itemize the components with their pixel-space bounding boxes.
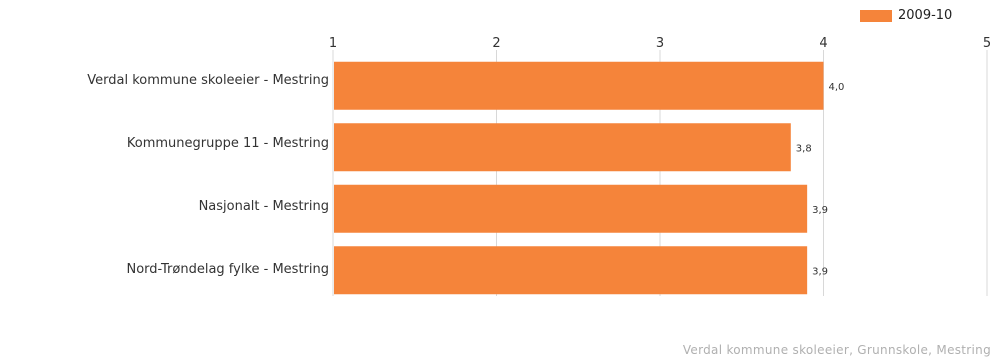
- category-label: Nord-Trøndelag fylke - Mestring: [126, 262, 329, 277]
- data-label: 4,0: [829, 82, 845, 93]
- category-label: Verdal kommune skoleeier - Mestring: [87, 73, 329, 88]
- data-label: 3,9: [812, 205, 828, 216]
- bar: [334, 246, 808, 295]
- legend-swatch: [860, 9, 892, 22]
- data-label: 3,8: [796, 143, 812, 154]
- data-label: 3,9: [812, 266, 828, 277]
- legend: 2009-10: [860, 8, 952, 23]
- category-label: Kommunegruppe 11 - Mestring: [126, 136, 329, 151]
- x-tick-label: 4: [819, 36, 827, 51]
- x-tick-label: 3: [656, 36, 664, 51]
- category-label: Nasjonalt - Mestring: [198, 199, 329, 214]
- chart-footer: Verdal kommune skoleeier, Grunnskole, Me…: [682, 343, 991, 357]
- legend-label: 2009-10: [898, 8, 953, 23]
- bar: [334, 184, 808, 233]
- bar: [334, 123, 791, 172]
- x-tick-label: 2: [492, 36, 500, 51]
- bar: [334, 61, 824, 110]
- x-tick-label: 5: [983, 36, 991, 51]
- x-tick-label: 1: [329, 36, 337, 51]
